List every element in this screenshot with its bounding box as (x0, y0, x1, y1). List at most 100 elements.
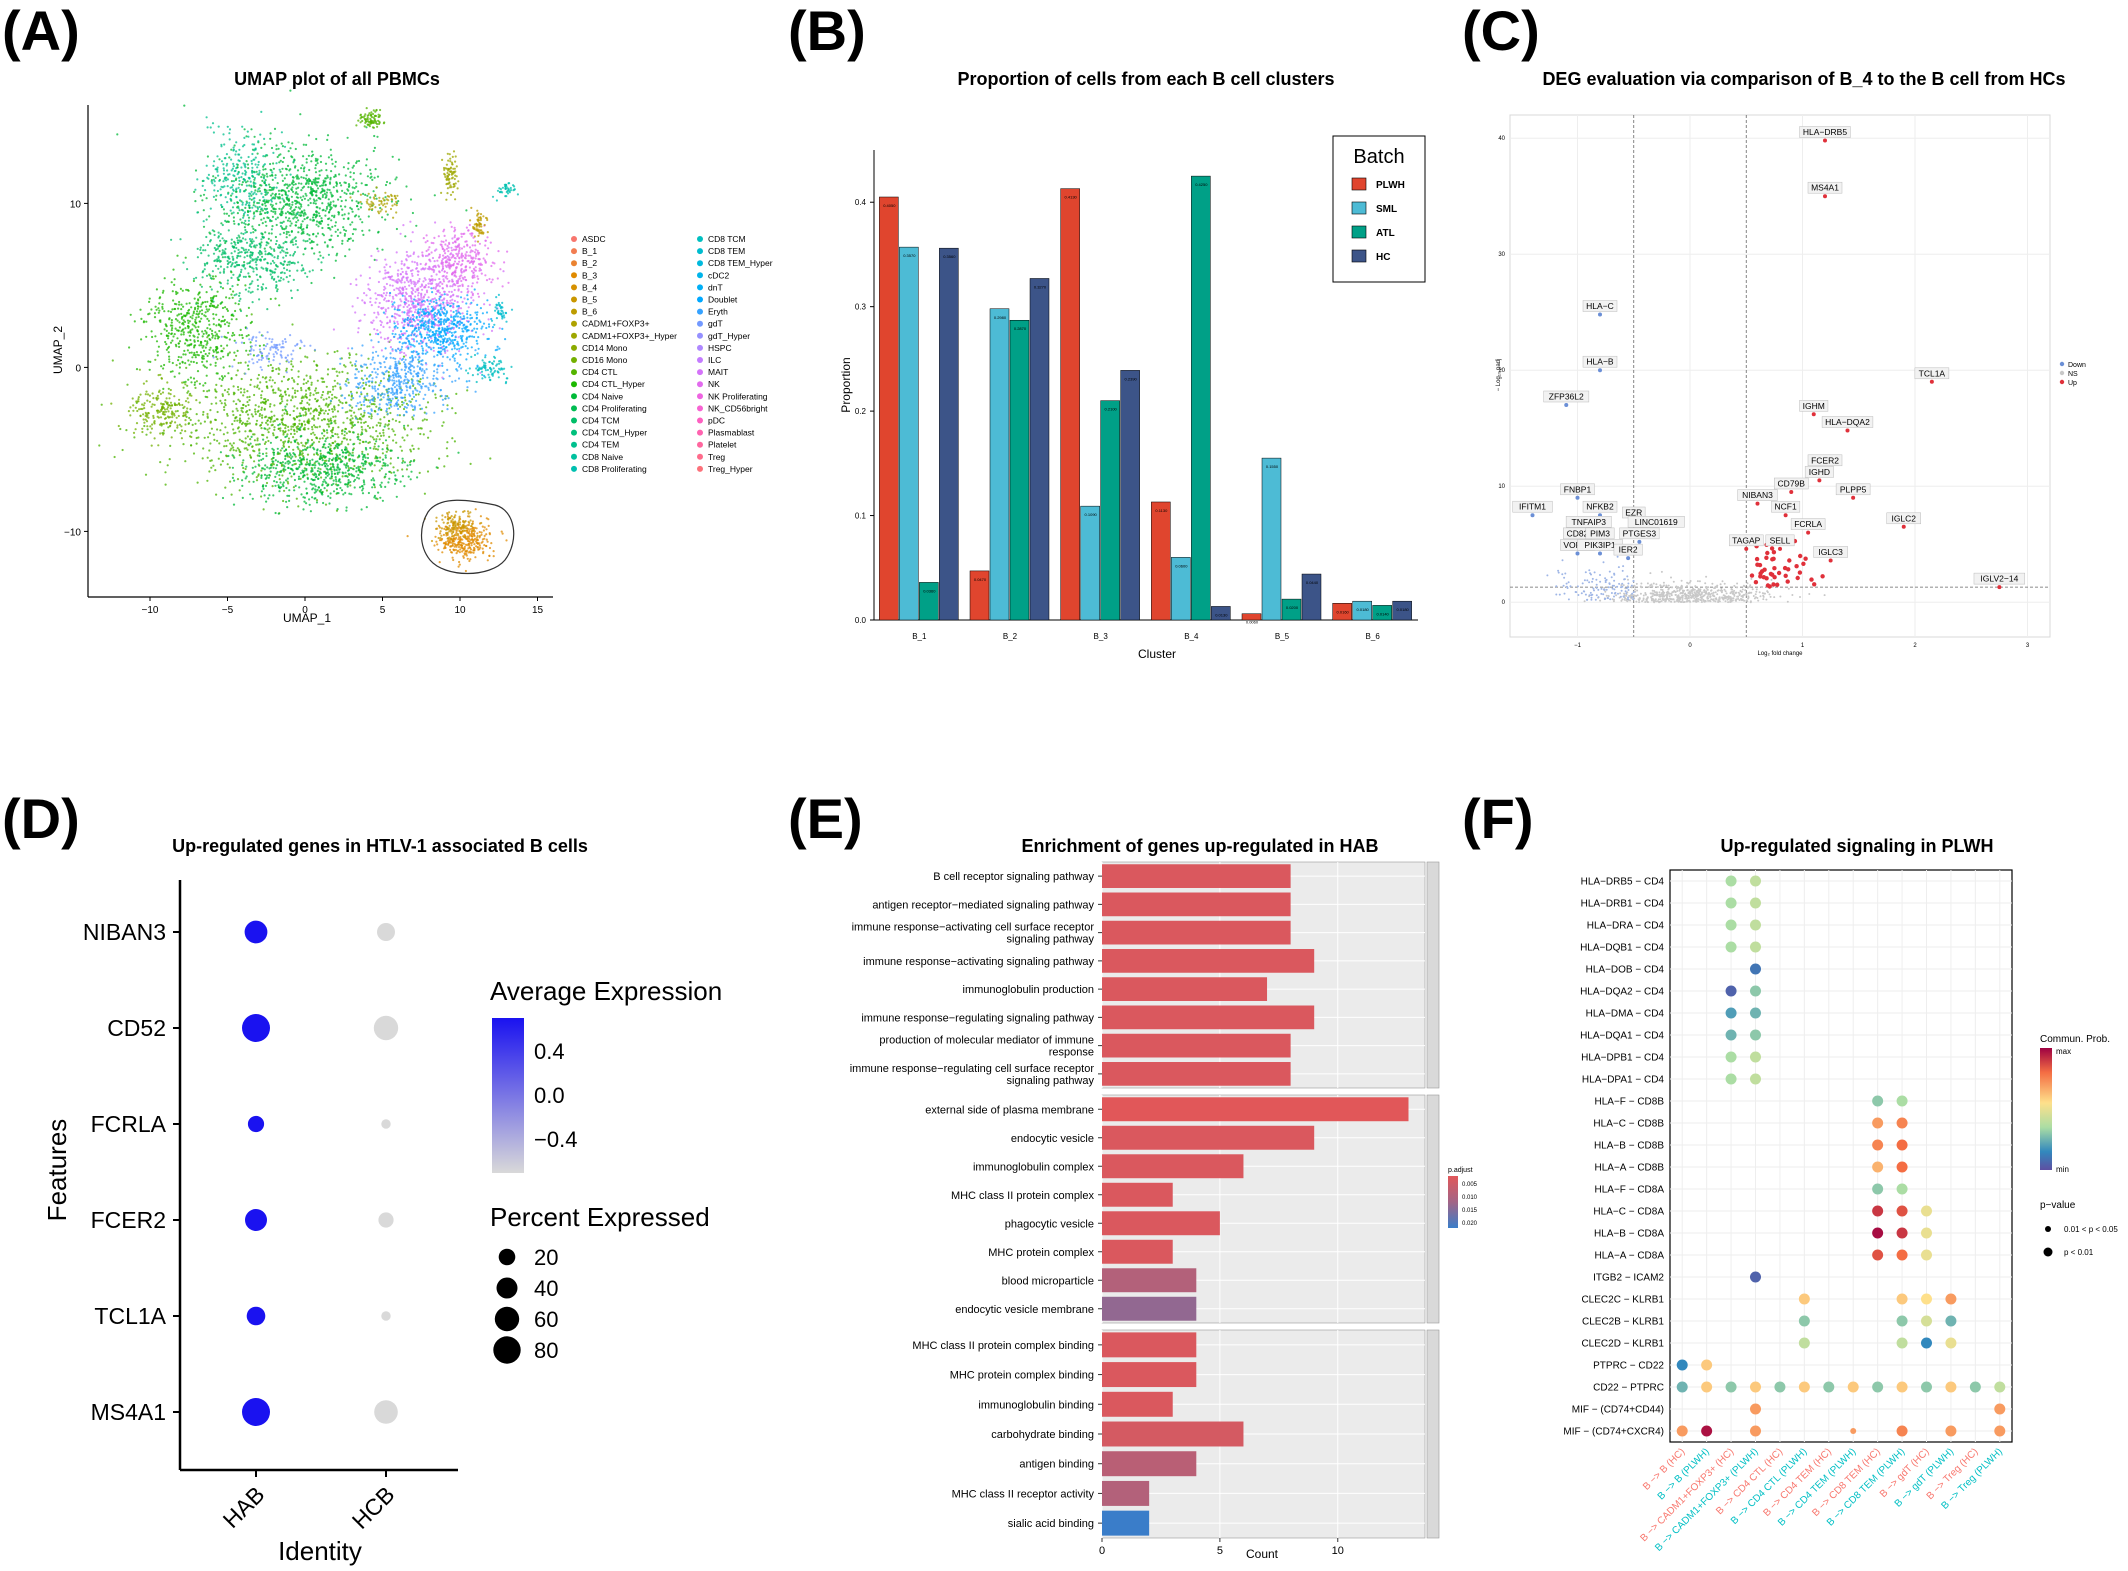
umap-point (296, 201, 299, 204)
umap-point (378, 384, 381, 387)
umap-point (171, 339, 174, 342)
umap-point (425, 406, 428, 409)
umap-point (370, 403, 373, 406)
umap-point (324, 455, 327, 458)
umap-point (416, 303, 419, 306)
umap-point (207, 254, 210, 257)
umap-point (292, 436, 295, 439)
umap-point (249, 291, 252, 294)
umap-point (344, 446, 347, 449)
umap-point (158, 309, 161, 312)
umap-point (182, 331, 185, 334)
umap-point (347, 347, 350, 350)
umap-point (443, 465, 446, 468)
umap-point (259, 424, 262, 427)
umap-point (350, 398, 353, 401)
umap-point (321, 484, 324, 487)
umap-point (395, 375, 398, 378)
umap-point (442, 334, 445, 337)
umap-point (232, 273, 235, 276)
umap-point (393, 386, 397, 389)
umap-point (314, 177, 317, 181)
umap-point (293, 237, 296, 240)
umap-point (435, 466, 438, 469)
umap-point (439, 281, 442, 284)
umap-point (190, 360, 193, 363)
umap-point (457, 295, 460, 298)
umap-point (330, 421, 333, 425)
umap-point (392, 329, 395, 332)
umap-point (365, 430, 368, 433)
umap-point (391, 332, 394, 335)
umap-point (395, 251, 398, 254)
umap-point (435, 332, 438, 335)
umap-point (372, 447, 375, 450)
umap-point (291, 181, 294, 184)
umap-point (401, 475, 404, 478)
umap-point (258, 412, 262, 416)
umap-point (373, 479, 376, 482)
umap-point (349, 171, 352, 174)
umap-point (231, 285, 234, 288)
umap-point (458, 323, 461, 326)
umap-point (230, 265, 233, 268)
umap-point (383, 337, 386, 340)
umap-point (158, 302, 161, 305)
umap-point (315, 223, 318, 226)
umap-point (307, 204, 310, 207)
umap-point (415, 340, 418, 343)
umap-point (170, 281, 173, 284)
umap-point (153, 312, 157, 315)
umap-point (283, 423, 287, 427)
umap-point (409, 254, 412, 257)
umap-point (346, 372, 349, 375)
umap-point (501, 327, 504, 330)
umap-point (377, 333, 380, 336)
umap-point (275, 148, 278, 151)
umap-point (357, 433, 360, 436)
umap-point (384, 456, 387, 459)
umap-point (359, 206, 362, 209)
umap-point (343, 181, 346, 184)
umap-point (339, 205, 342, 208)
umap-point (412, 418, 415, 421)
umap-point (286, 203, 289, 206)
umap-point (335, 480, 338, 483)
umap-point (288, 269, 291, 272)
umap-point (402, 224, 405, 227)
umap-point (309, 392, 312, 395)
umap-point (309, 241, 312, 244)
umap-point (251, 415, 254, 418)
umap-point (306, 473, 309, 476)
umap-point (305, 174, 308, 177)
umap-point (199, 248, 202, 251)
umap-point (467, 306, 470, 309)
umap-point (316, 243, 319, 246)
umap-point (362, 454, 365, 457)
umap-point (244, 181, 248, 184)
umap-point (453, 357, 456, 360)
umap-point (466, 312, 469, 316)
umap-point (397, 347, 400, 350)
umap-point (454, 330, 457, 333)
umap-point (391, 418, 394, 421)
panel-f-title: Up-regulated signaling in PLWH (1720, 836, 1993, 856)
umap-point (206, 340, 209, 343)
umap-point (315, 213, 318, 216)
umap-point (253, 471, 256, 474)
umap-point (299, 214, 303, 217)
umap-point (388, 407, 391, 410)
umap-point (248, 286, 251, 289)
umap-point (203, 436, 206, 439)
umap-point (167, 387, 170, 390)
umap-point (234, 178, 237, 182)
umap-point (286, 413, 289, 416)
umap-point (318, 440, 321, 443)
umap-point (406, 464, 409, 467)
umap-point (424, 323, 427, 326)
umap-point (167, 337, 170, 340)
umap-point (387, 371, 390, 374)
umap-point (344, 483, 347, 486)
umap-point (341, 471, 344, 474)
umap-point (372, 190, 375, 193)
